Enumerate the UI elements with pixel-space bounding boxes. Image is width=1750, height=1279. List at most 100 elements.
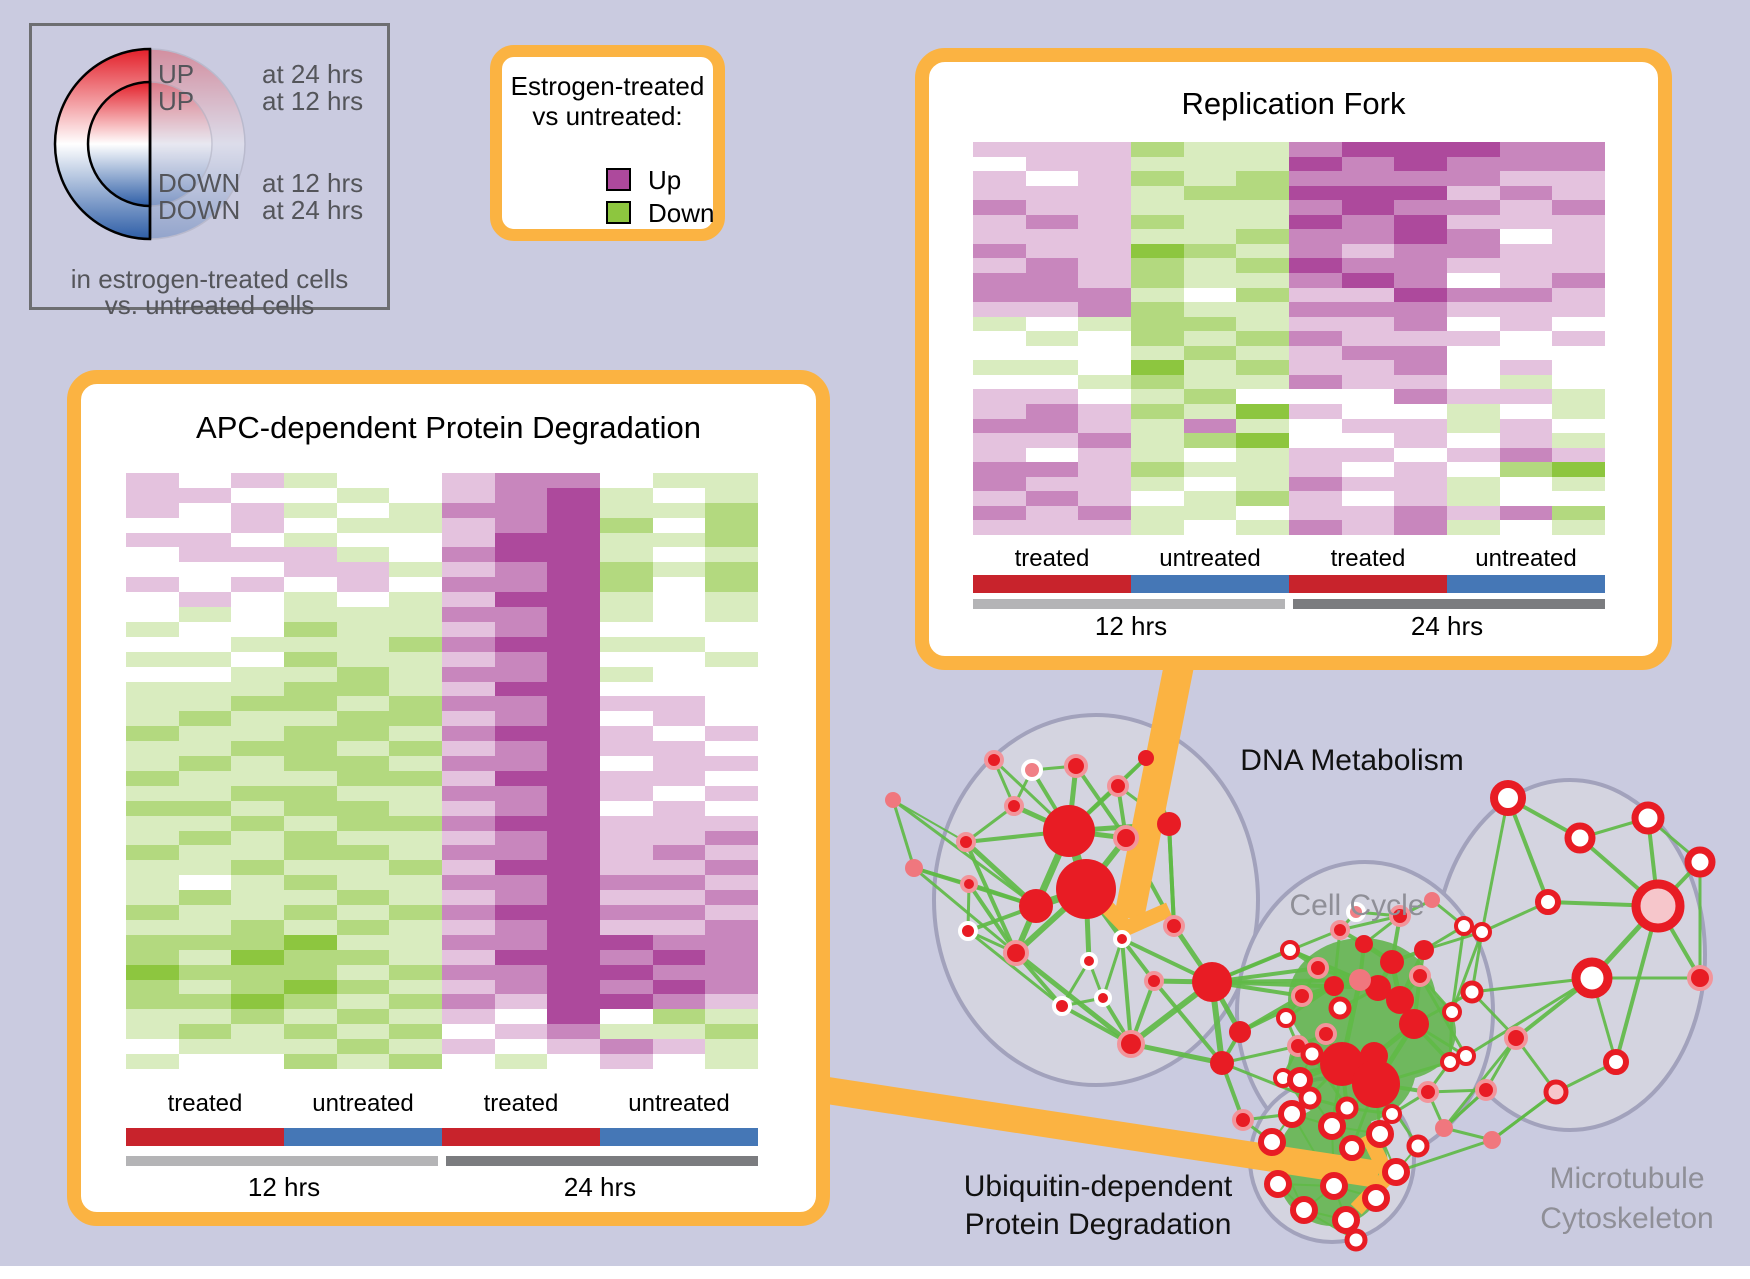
network-node <box>1349 969 1371 991</box>
heatmap-cell <box>1552 258 1605 273</box>
network-node <box>1021 759 1043 781</box>
heatmap-cell <box>231 696 284 712</box>
heatmap-cell <box>705 532 758 548</box>
heatmap-cell <box>389 964 442 980</box>
heatmap-cell <box>1236 287 1289 303</box>
heatmap-cell <box>1078 433 1131 448</box>
heatmap-cell <box>1341 272 1395 288</box>
heatmap-cell <box>1394 418 1447 434</box>
heatmap-cell <box>126 949 179 965</box>
time-bar-24hrs <box>446 1156 758 1166</box>
heatmap-cell <box>1236 316 1289 332</box>
heatmap-cell <box>973 171 1026 186</box>
heatmap-cell <box>547 785 600 801</box>
heatmap-cell <box>973 156 1026 172</box>
heatmap-cell <box>973 185 1026 201</box>
time-label-12hrs: 12 hrs <box>247 1172 321 1202</box>
network-node <box>1328 996 1352 1020</box>
treated-bar <box>442 1128 600 1146</box>
heatmap-cell <box>389 547 442 563</box>
heatmap-cell <box>336 577 390 593</box>
network-node <box>1406 1134 1430 1158</box>
heatmap-cell <box>1341 447 1395 463</box>
heatmap-cell <box>1499 462 1553 477</box>
heatmap-cell <box>1025 418 1079 434</box>
heatmap-cell <box>126 502 179 518</box>
heatmap-cell <box>1025 243 1079 259</box>
heatmap-cell <box>442 577 495 593</box>
heatmap-cell <box>1183 433 1237 448</box>
heatmap-cell <box>705 830 758 846</box>
network-node <box>958 921 978 941</box>
network-node <box>1080 952 1098 970</box>
heatmap-cell <box>973 316 1026 332</box>
heatmap-cell <box>231 681 284 697</box>
heatmap-cell <box>1078 302 1131 317</box>
heatmap-cell <box>1552 433 1605 448</box>
heatmap-cell <box>1236 476 1289 492</box>
network-node <box>1352 1060 1400 1108</box>
heatmap-cell <box>1499 520 1553 535</box>
heatmap-cell <box>1183 345 1237 361</box>
network-node <box>1571 957 1613 999</box>
heatmap-cell <box>178 979 232 995</box>
network-node <box>1003 940 1029 966</box>
heatmap-cell <box>547 517 600 533</box>
heatmap-cell <box>336 785 390 801</box>
network-node <box>1107 775 1129 797</box>
heatmap-cell <box>1499 258 1553 273</box>
network-node <box>1280 940 1300 960</box>
group-label-untreated-24h: untreated <box>628 1090 730 1117</box>
heatmap-cell <box>178 830 232 846</box>
heatmap-cell <box>442 502 495 518</box>
heatmap-cell <box>652 979 706 995</box>
heatmap-cell <box>600 815 653 831</box>
heatmap-cell <box>126 741 179 757</box>
heatmap-cell <box>1289 505 1342 521</box>
heatmap-cell <box>1183 287 1237 303</box>
heatmap-cell <box>336 994 390 1010</box>
heatmap-cell <box>1394 287 1447 303</box>
heatmap-cell <box>1341 142 1395 157</box>
heatmap-cell <box>547 934 600 950</box>
heatmap-cell <box>1394 171 1447 186</box>
heatmap-cell <box>126 592 179 608</box>
heatmap-cell <box>1236 345 1289 361</box>
network-node <box>1362 1184 1390 1212</box>
heatmap-cell <box>547 666 600 682</box>
heatmap-cell <box>1025 258 1079 273</box>
heatmap-cell <box>600 919 653 935</box>
heatmap-cell <box>1025 520 1079 535</box>
heatmap-cell <box>1289 389 1342 404</box>
heatmap-cell <box>547 681 600 697</box>
heatmap-cell <box>178 562 232 578</box>
heatmap-cell <box>1447 476 1500 492</box>
heatmap-cell <box>389 875 442 891</box>
heatmap-cell <box>1183 214 1237 230</box>
time-bar-12hrs <box>973 599 1285 609</box>
heatmap-cell <box>1078 374 1131 390</box>
heatmap-cell <box>442 636 495 652</box>
heatmap-cell <box>284 919 337 935</box>
heatmap-cell <box>652 741 706 757</box>
heatmap-cell <box>284 964 337 980</box>
network-node <box>1409 965 1431 987</box>
heatmap-cell <box>652 502 706 518</box>
heatmap-cell <box>1183 171 1237 186</box>
heatmap-cell <box>178 473 232 488</box>
network-node <box>1157 812 1181 836</box>
network-node <box>1138 750 1154 766</box>
heatmap-cell <box>1183 229 1237 244</box>
heatmap-cell <box>1236 520 1289 535</box>
heatmap-cell <box>284 666 337 682</box>
heatmap-cell <box>1552 229 1605 244</box>
heatmap-cell <box>652 636 706 652</box>
heatmap-cell <box>547 756 600 771</box>
legend-footer-line2: vs. untreated cells <box>104 290 315 320</box>
heatmap-cell <box>652 547 706 563</box>
time-bar-12hrs <box>126 1156 438 1166</box>
heatmap-cell <box>1025 447 1079 463</box>
heatmap-cell <box>284 830 337 846</box>
heatmap-cell <box>1341 520 1395 535</box>
heatmap-cell <box>1183 360 1237 375</box>
